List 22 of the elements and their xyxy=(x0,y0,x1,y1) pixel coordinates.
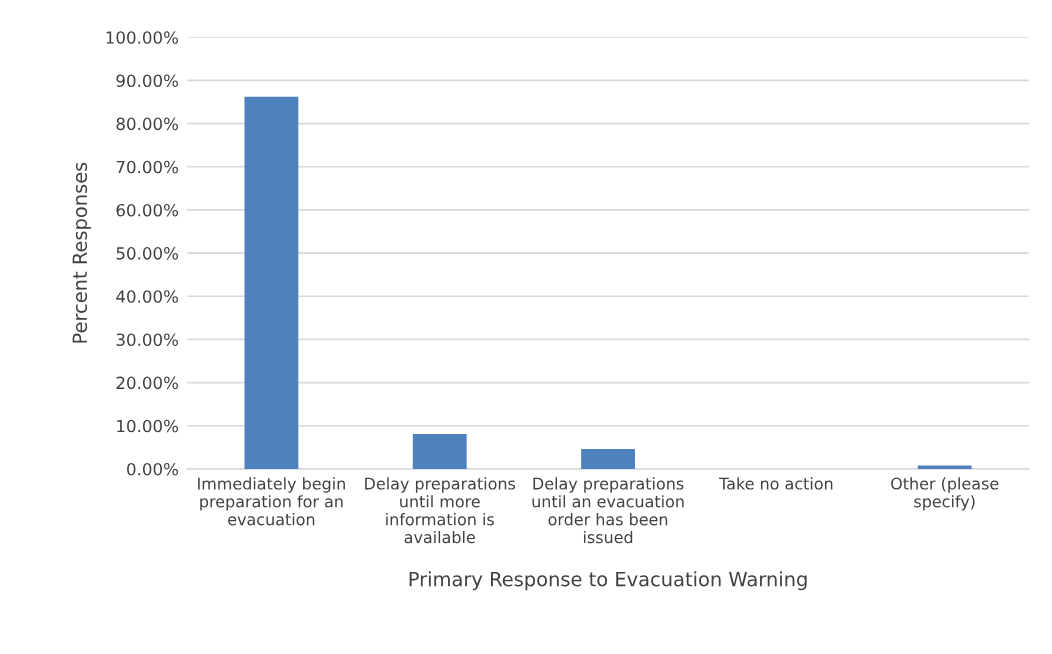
y-tick-label: 50.00% xyxy=(116,247,178,260)
x-tick-label: Other (please specify) xyxy=(891,477,999,511)
y-tick-label: 80.00% xyxy=(116,117,178,131)
x-tick-label: Immediately begin preparation for an evacuation xyxy=(198,477,345,526)
y-axis-title: Percent Responses xyxy=(72,162,91,343)
y-tick-label: 40.00% xyxy=(116,290,178,303)
y-tick-label: 10.00% xyxy=(117,419,178,433)
y-tick-label: 100.00% xyxy=(106,31,178,44)
bar xyxy=(244,96,299,469)
bar xyxy=(412,433,467,469)
y-tick-label: 70.00% xyxy=(116,160,178,174)
y-tick-label: 0.00% xyxy=(127,462,178,476)
x-tick-label: Delay preparations until an evacuation order has been issued xyxy=(532,477,684,544)
bar xyxy=(581,449,635,469)
bar xyxy=(917,465,972,469)
x-tick-label: Delay preparations until more information is available xyxy=(365,477,516,544)
x-axis-title: Primary Response to Evacuation Warning xyxy=(409,571,807,591)
y-tick-label: 30.00% xyxy=(116,333,178,346)
y-tick-label: 20.00% xyxy=(116,376,178,390)
y-tick-label: 90.00% xyxy=(116,74,178,88)
y-tick-label: 60.00% xyxy=(116,203,178,217)
x-tick-label: Take no action xyxy=(719,477,833,490)
